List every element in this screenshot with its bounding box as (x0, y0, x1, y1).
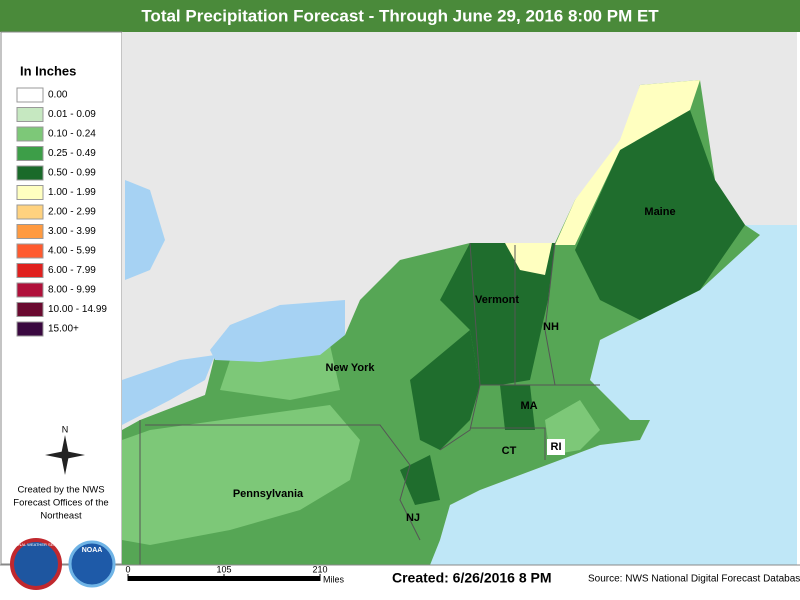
legend-swatch (16, 146, 44, 161)
state-border (544, 242, 556, 386)
legend-title: In Inches (20, 63, 76, 78)
legend-swatch (16, 107, 44, 122)
title-bar (0, 0, 800, 32)
ocean (425, 225, 797, 565)
legend-swatch (16, 302, 44, 317)
state-label: New York (325, 362, 375, 374)
legend-label: 15.00+ (48, 324, 79, 335)
state-label: NH (543, 321, 559, 333)
dark-area (410, 330, 480, 450)
noaa-logo (68, 540, 116, 588)
noaa-logo-text: NOAA (82, 547, 103, 554)
state-label: Vermont (475, 294, 519, 306)
credit-line: Created by the NWS (17, 485, 104, 496)
legend-label: 8.00 - 9.99 (48, 285, 96, 296)
legend-label: 0.25 - 0.49 (48, 148, 96, 159)
legend-swatch (16, 243, 44, 259)
state-label: CT (502, 445, 517, 457)
legend-label: 10.00 - 14.99 (48, 304, 107, 315)
legend-label: 0.10 - 0.24 (48, 129, 96, 140)
legend-swatch (16, 263, 44, 278)
created: Created: 6/26/2016 8 PM (392, 570, 552, 586)
label-box (547, 439, 565, 455)
legend-label: 1.00 - 1.99 (48, 187, 96, 198)
legend-label: 4.00 - 5.99 (48, 246, 96, 257)
state-border (399, 464, 421, 541)
legend-swatch (16, 185, 44, 200)
legend-label: 0.50 - 0.99 (48, 168, 96, 179)
dark-area (575, 110, 745, 320)
lake-ontario (210, 300, 345, 362)
legend-label: 6.00 - 7.99 (48, 265, 96, 276)
compass: N (45, 424, 85, 475)
light-area (122, 405, 360, 545)
legend-label: 0.00 (48, 90, 68, 101)
yellow-area (555, 80, 700, 245)
legend-label: 2.00 - 2.99 (48, 207, 96, 218)
credit-line: Forecast Offices of the (13, 498, 108, 509)
lake-erie (122, 355, 215, 425)
legend-swatch (16, 224, 44, 239)
legend-swatch (16, 204, 44, 220)
scale-label: 210 (312, 564, 327, 574)
compass-needle (45, 451, 85, 459)
state-label: Maine (644, 206, 675, 218)
legend-swatch (16, 165, 44, 181)
yellow-area (505, 243, 552, 275)
legend-swatch (16, 282, 44, 298)
title: Total Precipitation Forecast - Through J… (141, 6, 659, 25)
dark-area (500, 385, 535, 430)
dark-area (400, 455, 440, 505)
map (122, 32, 797, 565)
state-label: MA (520, 400, 537, 412)
state-label: RI (551, 441, 562, 453)
legend-label: 0.01 - 0.09 (48, 109, 96, 120)
lake-huron (125, 180, 165, 280)
legend-label: 3.00 - 3.99 (48, 226, 96, 237)
scale-label: 105 (216, 564, 231, 574)
nws-logo (10, 538, 62, 590)
source: Source: NWS National Digital Forecast Da… (588, 574, 800, 585)
state-border (439, 242, 481, 451)
state-border (470, 427, 546, 460)
scale-unit: Miles (323, 574, 345, 584)
state-label: NJ (406, 512, 420, 524)
nws-logo-text: NATIONAL WEATHER SERVICE (7, 542, 66, 547)
state-border (145, 424, 411, 466)
legend-swatch (16, 321, 44, 337)
scale-label: 0 (125, 564, 130, 574)
credit-line: Northeast (40, 511, 82, 522)
compass-label: N (62, 424, 69, 434)
state-label: Pennsylvania (233, 488, 304, 500)
legend-swatch (16, 126, 44, 142)
legend-swatch (16, 87, 44, 103)
dark-area (440, 243, 555, 385)
